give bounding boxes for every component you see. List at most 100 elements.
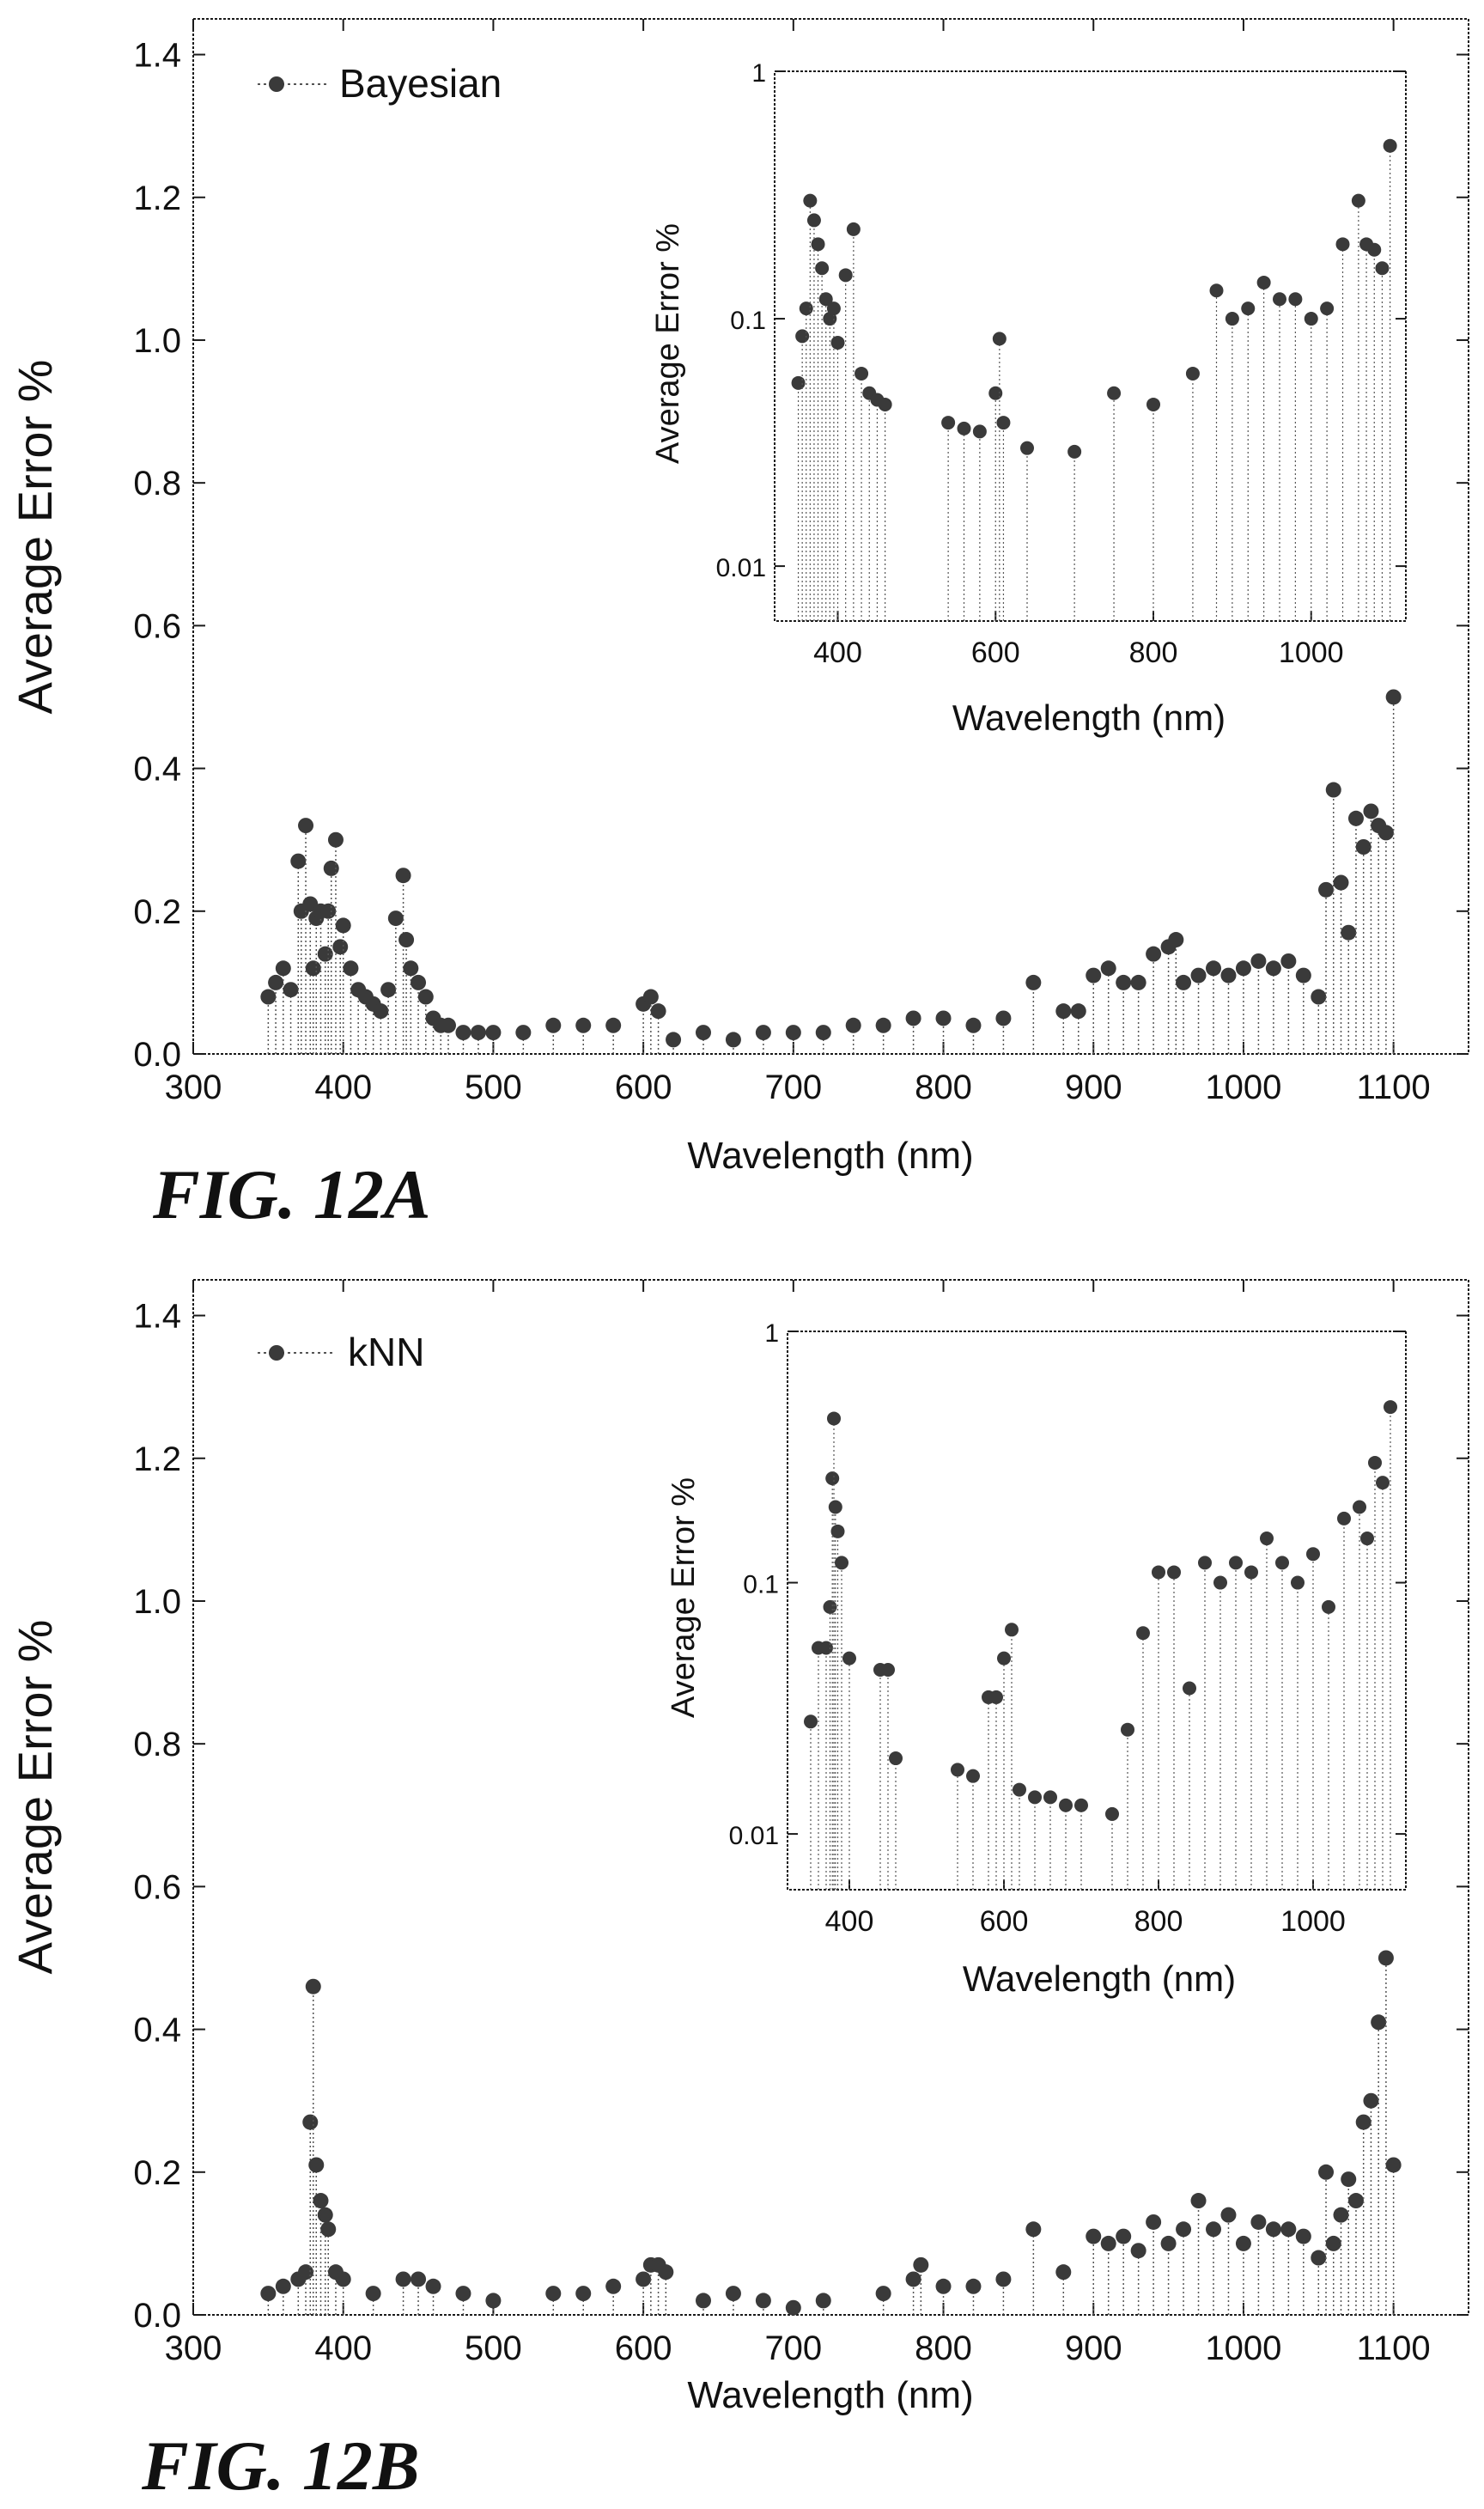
inset-data-points [804, 1400, 1397, 1890]
data-point [1371, 2014, 1387, 2031]
inset-data-point [996, 416, 1011, 430]
inset-data-point [957, 421, 971, 435]
data-point [1280, 2221, 1297, 2238]
inset-data-point [966, 1769, 980, 1783]
data-point [1363, 803, 1379, 819]
data-point [411, 2271, 427, 2287]
data-point [343, 960, 359, 977]
inset-data-point [823, 1599, 837, 1614]
data-point [365, 2286, 381, 2302]
data-point [1318, 881, 1335, 898]
x-tick-label: 900 [1065, 2329, 1122, 2367]
inset-data-point [846, 222, 861, 236]
data-point [875, 2286, 891, 2302]
inset-data-point [806, 213, 821, 228]
inset-data-point [830, 1524, 845, 1538]
data-point [605, 2278, 622, 2294]
inset-data-point [1351, 193, 1365, 208]
figure-caption: FIG. 12B [141, 2427, 420, 2505]
inset-data-point [941, 416, 956, 430]
inset-data-point [1367, 242, 1382, 257]
inset-data-point [878, 397, 892, 411]
y-tick-label: 0.6 [133, 1868, 181, 1906]
inset-data-point [1335, 237, 1350, 252]
data-point [575, 2286, 592, 2302]
x-axis-ticks: 300 400 500 600 700 800 900 1000 1100 [165, 1280, 1431, 2367]
inset-data-point [819, 1641, 833, 1655]
data-point [755, 1025, 771, 1041]
data-point [455, 2286, 471, 2302]
data-point [455, 1025, 471, 1041]
data-point [1378, 825, 1394, 841]
panel-fig-12a: 300 400 500 600 700 800 900 1000 1100 0.00.20.40… [8, 18, 1469, 1233]
x-axis-ticks: 300 400 500 600 700 800 900 1000 1100 [165, 19, 1431, 1106]
data-point [1311, 989, 1327, 1005]
inset-data-point [1256, 275, 1271, 289]
legend: Bayesian [258, 61, 502, 106]
data-point [298, 2264, 314, 2281]
data-point [1333, 874, 1349, 891]
x-tick-label: 300 [165, 2329, 222, 2367]
data-point [323, 860, 339, 876]
legend-marker [269, 1345, 284, 1361]
data-point [545, 1017, 562, 1033]
data-point [268, 974, 284, 990]
data-point [1250, 953, 1267, 969]
data-point [1295, 967, 1311, 984]
data-point [1355, 2114, 1371, 2130]
data-point [380, 982, 397, 998]
inset-data-point [791, 375, 806, 390]
data-point [636, 2271, 652, 2287]
inset-data-point [1383, 138, 1397, 153]
data-point [785, 1025, 801, 1041]
data-point [1333, 2207, 1349, 2223]
data-point [696, 1025, 711, 1041]
inset-x-tick-label: 800 [1129, 636, 1178, 669]
inset-data-point [815, 261, 830, 276]
inset-data-point [1067, 444, 1082, 459]
data-point [1311, 2250, 1327, 2266]
data-point [1318, 2164, 1335, 2180]
panel-fig-12b: 300 400 500 600 700 800 900 1000 1100 0.00.20.40… [8, 1279, 1469, 2505]
inset-data-point [951, 1763, 964, 1777]
inset-data-point [1028, 1790, 1042, 1805]
inset-y-axis-label: Average Error % [650, 223, 686, 464]
data-point [1385, 2157, 1402, 2173]
y-tick-label: 0.0 [133, 2297, 181, 2335]
inset-data-point [1198, 1556, 1212, 1570]
inset-y-tick-label: 0.01 [729, 1822, 779, 1850]
inset-data-point [1074, 1798, 1088, 1812]
x-tick-label: 700 [764, 2329, 822, 2367]
inset-data-point [1241, 301, 1256, 316]
inset-frame [774, 70, 1407, 622]
y-tick-label: 0.2 [133, 2154, 181, 2192]
x-tick-label: 400 [314, 1069, 372, 1106]
x-tick-label: 1100 [1357, 1069, 1431, 1106]
data-point [313, 2193, 329, 2209]
data-point [320, 2221, 337, 2238]
data-point [1176, 2221, 1192, 2238]
inset-data-point [1020, 441, 1034, 455]
plot-frame [192, 1279, 1469, 2316]
data-point [1168, 932, 1184, 948]
data-point [411, 974, 427, 990]
x-tick-label: 1100 [1357, 2329, 1431, 2367]
inset-x-tick-label: 400 [813, 636, 862, 669]
inset-data-point [1288, 292, 1303, 307]
inset-data-point [1320, 301, 1335, 316]
y-tick-label: 0.2 [133, 893, 181, 931]
inset-y-axis-label: Average Error % [666, 1477, 702, 1718]
data-point [725, 2286, 741, 2302]
data-point [1235, 2235, 1251, 2251]
data-point [1325, 782, 1341, 798]
data-point [305, 1978, 321, 1994]
data-point [515, 1025, 532, 1041]
figure-caption: FIG. 12A [152, 1155, 431, 1233]
data-point [995, 1010, 1012, 1026]
y-tick-label: 1.0 [133, 1583, 181, 1621]
data-point [485, 1025, 502, 1041]
data-point [575, 1017, 592, 1033]
inset-x-tick-label: 600 [980, 1905, 1029, 1938]
inset-data-point [1005, 1623, 1019, 1637]
